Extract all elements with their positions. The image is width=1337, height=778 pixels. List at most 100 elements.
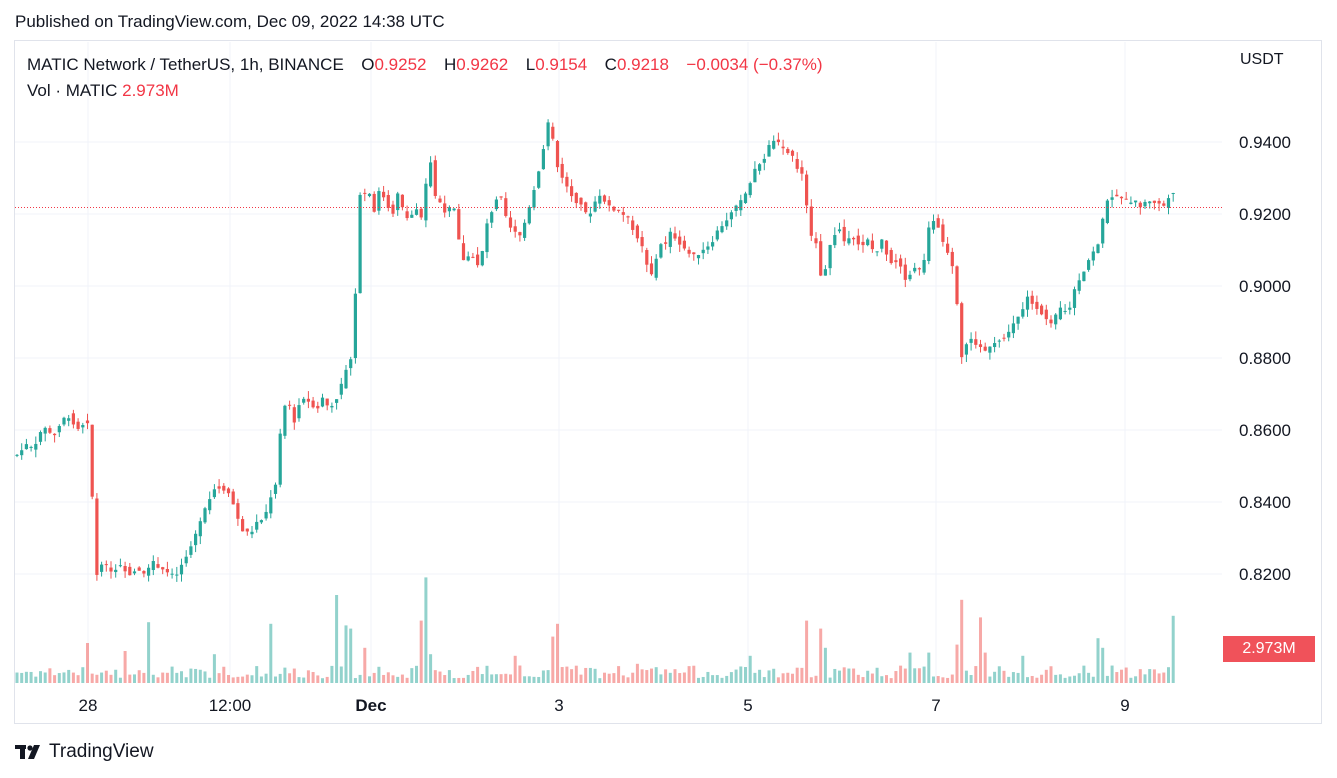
volume-bar xyxy=(847,668,851,683)
candle-body xyxy=(889,250,893,264)
volume-bar xyxy=(175,672,179,683)
candle-body xyxy=(273,484,278,494)
volume-bar xyxy=(405,677,409,683)
volume-bar xyxy=(29,671,33,683)
volume-bar xyxy=(880,676,884,683)
volume-bar xyxy=(259,676,263,683)
candle-body xyxy=(62,417,66,425)
candle-body xyxy=(720,226,724,233)
volume-bar xyxy=(720,677,724,683)
volume-bar xyxy=(955,644,959,683)
candle-body xyxy=(978,344,983,348)
volume-bar xyxy=(447,670,451,683)
candle-body xyxy=(320,397,325,407)
candle-body xyxy=(696,255,701,259)
volume-bar xyxy=(34,676,38,683)
volume-bar xyxy=(104,670,108,683)
volume-bar xyxy=(715,675,719,683)
candle-body xyxy=(823,269,827,276)
candle-body xyxy=(1138,202,1142,208)
volume-bar xyxy=(579,674,583,683)
volume-bar xyxy=(725,675,729,683)
candle-body xyxy=(57,426,61,433)
volume-bar xyxy=(993,671,997,683)
candle-body xyxy=(1157,200,1161,204)
symbol-title[interactable]: MATIC Network / TetherUS, 1h, BINANCE xyxy=(27,55,344,74)
candle-body xyxy=(762,158,766,163)
candle-body xyxy=(85,420,90,424)
volume-bar xyxy=(603,672,606,683)
volume-bar xyxy=(1162,672,1166,683)
candle-body xyxy=(184,556,188,564)
candle-body xyxy=(508,217,513,228)
candle-body xyxy=(917,268,921,270)
candle-body xyxy=(800,167,804,174)
candle-body xyxy=(208,499,212,511)
candle-body xyxy=(936,218,940,228)
volume-bar xyxy=(762,677,766,683)
close-label: C xyxy=(604,55,617,74)
candle-body xyxy=(635,225,639,239)
volume-bar xyxy=(795,667,799,683)
chart-frame[interactable] xyxy=(14,40,1322,724)
brand[interactable]: TradingView xyxy=(15,741,154,763)
volume-bar xyxy=(358,674,362,683)
candle-body xyxy=(974,339,978,345)
volume-bar xyxy=(842,667,846,683)
candle-body xyxy=(983,346,987,351)
candle-body xyxy=(701,249,705,254)
candle-body xyxy=(81,425,85,428)
volume-bar xyxy=(283,667,287,683)
candle-body xyxy=(123,565,127,572)
candle-body xyxy=(725,220,729,227)
volume-bar xyxy=(960,599,964,683)
candle-body xyxy=(598,195,602,204)
candle-body xyxy=(1119,196,1124,199)
candle-body xyxy=(861,241,865,246)
candle-body xyxy=(38,432,43,442)
candle-body xyxy=(405,211,409,219)
volume-bar xyxy=(889,678,893,683)
candle-body xyxy=(856,235,860,245)
candle-body xyxy=(1143,201,1147,207)
volume-bar xyxy=(156,677,160,683)
candle-body xyxy=(1068,307,1072,310)
y-tick-label: 0.8600 xyxy=(1239,421,1291,440)
candle-body xyxy=(922,259,926,273)
volume-bar xyxy=(1152,669,1156,683)
candle-body xyxy=(259,520,263,523)
volume-bar xyxy=(739,666,743,683)
candle-body xyxy=(353,293,357,359)
volume-bar xyxy=(302,677,306,683)
volume-bar xyxy=(245,674,249,683)
volume-bar xyxy=(198,669,202,683)
volume-bar xyxy=(659,674,663,683)
candle-body xyxy=(640,237,644,247)
candle-body xyxy=(758,164,762,171)
candle-body xyxy=(128,566,132,576)
volume-bar xyxy=(612,673,616,683)
candle-body xyxy=(532,190,536,208)
volume-bar xyxy=(753,672,757,683)
volume-bar xyxy=(128,674,132,683)
candle-body xyxy=(903,264,907,280)
volume-bar xyxy=(729,672,733,683)
volume-legend: Vol · MATIC 2.973M xyxy=(27,81,179,101)
price-unit-label[interactable]: USDT xyxy=(1240,51,1284,68)
y-tick-label: 0.9200 xyxy=(1239,205,1291,224)
candle-body xyxy=(311,400,315,408)
volume-bar xyxy=(537,676,541,683)
candle-body xyxy=(264,511,268,519)
y-tick-label: 0.8800 xyxy=(1239,349,1291,368)
volume-bar xyxy=(288,673,292,683)
volume-bar xyxy=(438,671,442,683)
x-axis-labels: 28 12:00 Dec 3 5 7 9 xyxy=(79,696,1130,715)
volume-bar xyxy=(241,676,245,683)
volume-bar xyxy=(335,595,339,683)
volume-bar xyxy=(95,674,99,683)
close-value: 0.9218 xyxy=(616,55,669,74)
candle-body xyxy=(471,256,475,258)
candle-body xyxy=(960,303,964,358)
candle-body xyxy=(1030,295,1034,304)
